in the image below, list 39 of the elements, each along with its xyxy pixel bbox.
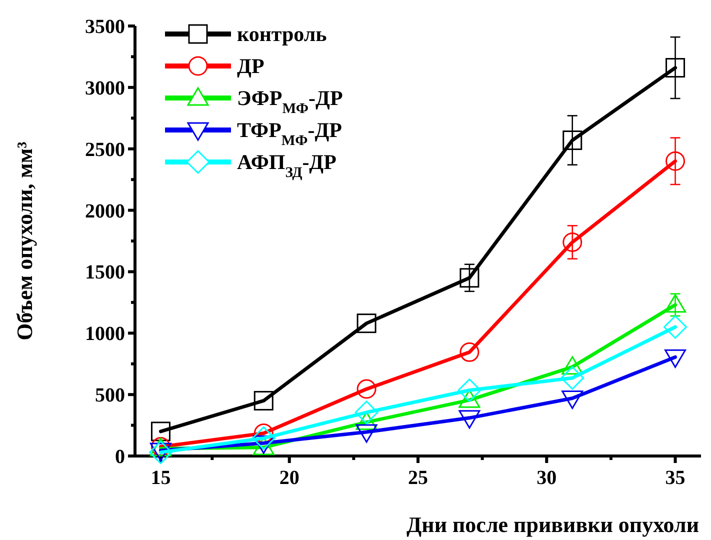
legend-label: ЭФР$_{МФ}$-ДР <box>237 86 343 117</box>
point <box>562 232 582 252</box>
point <box>560 366 584 390</box>
y-tick-label: 2000 <box>85 200 125 222</box>
point <box>354 400 378 424</box>
point <box>252 426 276 450</box>
point <box>666 58 686 78</box>
y-tick-label: 2500 <box>85 138 125 161</box>
x-tick-label: 20 <box>279 467 300 489</box>
point <box>254 390 274 410</box>
y-tick-label: 0 <box>115 446 125 468</box>
x-tick-label: 25 <box>408 467 428 489</box>
point <box>562 390 584 410</box>
x-tick-label: 30 <box>536 467 557 489</box>
point <box>664 349 686 368</box>
point <box>150 422 170 442</box>
point <box>356 424 378 443</box>
y-tick-label: 500 <box>95 384 125 407</box>
y-tick-label: 3000 <box>85 77 125 100</box>
point <box>356 379 376 399</box>
point <box>666 151 686 171</box>
x-axis-title: Дни после прививки опухоли <box>406 512 700 537</box>
point <box>460 268 480 288</box>
y-tick-label: 1500 <box>85 262 125 284</box>
y-tick-label: 1000 <box>85 323 125 346</box>
point <box>562 130 582 150</box>
legend-label: ДР <box>237 54 264 78</box>
point <box>356 314 376 334</box>
y-axis-title: Объем опухоли, мм³ <box>12 141 37 340</box>
point <box>460 342 480 362</box>
x-tick-label: 35 <box>665 467 686 489</box>
x-tick-label: 15 <box>150 467 171 489</box>
point <box>458 378 482 402</box>
y-tick-label: 3500 <box>85 16 125 38</box>
legend-label: контроль <box>237 22 327 46</box>
point <box>664 315 688 339</box>
legend-label: АФП$_{ЗД}$-ДР <box>237 150 337 181</box>
point <box>458 410 480 429</box>
legend-label: ТФР$_{МФ}$-ДР <box>237 118 342 149</box>
